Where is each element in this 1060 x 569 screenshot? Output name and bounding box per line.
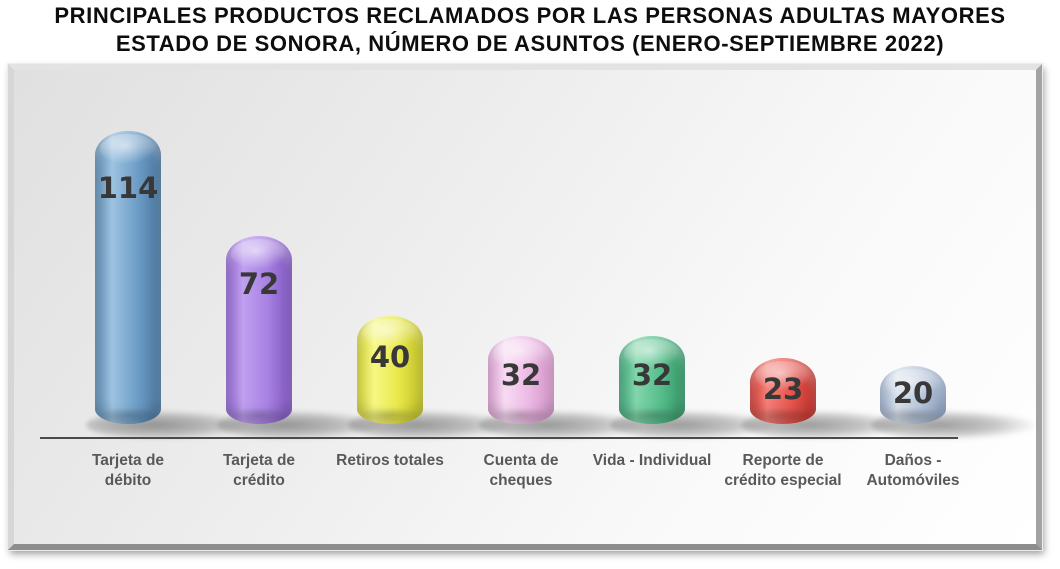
bar-value-label: 23 (762, 372, 804, 406)
chart-title-line1: PRINCIPALES PRODUCTOS RECLAMADOS POR LAS… (54, 3, 1006, 28)
chart-title-line2: ESTADO DE SONORA, NÚMERO DE ASUNTOS (ENE… (115, 31, 945, 56)
category-label: Reporte de crédito especial (724, 452, 842, 489)
bar-value-label: 72 (238, 267, 280, 301)
category-label: Retiros totales (336, 452, 444, 469)
bar-cylinder: 20 (880, 366, 946, 424)
bar-cylinder: 40 (357, 316, 423, 424)
category-label: Vida - Individual (592, 452, 712, 469)
bar-cylinder: 72 (226, 236, 292, 424)
category-label: Cuenta de cheques (483, 452, 559, 489)
category-label: Daños - Automóviles (866, 452, 960, 489)
bar-cylinder: 32 (488, 336, 554, 424)
x-axis-line (40, 437, 958, 439)
bar-cylinder: 32 (619, 336, 685, 424)
bar-value-label: 20 (892, 376, 934, 410)
category-label: Tarjeta de crédito (222, 452, 296, 489)
chart-title: PRINCIPALES PRODUCTOS RECLAMADOS POR LAS… (0, 2, 1060, 58)
bar-value-label: 32 (500, 358, 542, 392)
bar-cylinder: 114 (95, 131, 161, 424)
plot-area: 114 Tarjeta de débito 72 Tarjeta de créd… (7, 63, 1043, 551)
bar-value-label: 40 (369, 340, 411, 374)
bar-value-label: 114 (97, 171, 159, 205)
bar-cylinder: 23 (750, 358, 816, 424)
bar-value-label: 32 (631, 358, 673, 392)
category-label: Tarjeta de débito (91, 452, 165, 489)
